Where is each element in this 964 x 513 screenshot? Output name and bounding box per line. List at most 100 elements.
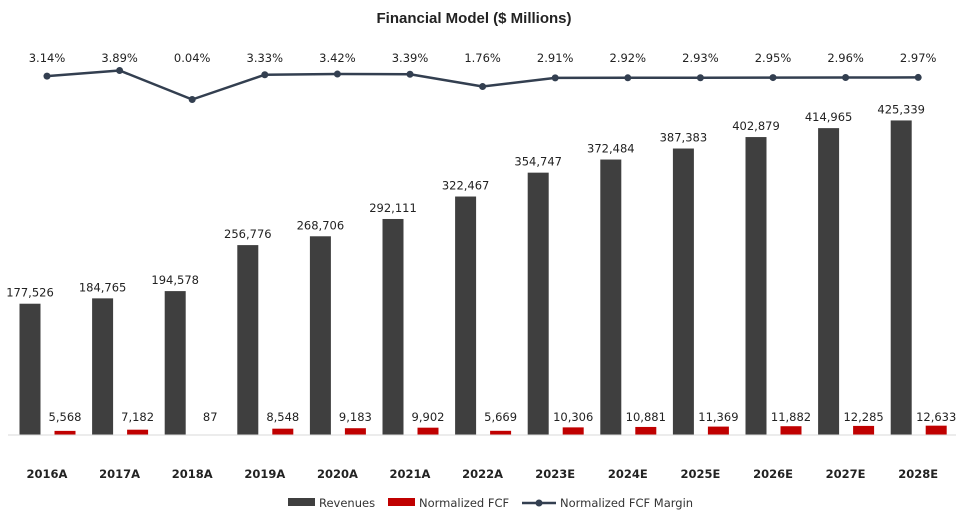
margin-data-label: 3.33% xyxy=(247,51,284,65)
margin-data-label: 0.04% xyxy=(174,51,211,65)
margin-data-label: 3.42% xyxy=(319,51,356,65)
margin-data-label: 3.89% xyxy=(101,51,138,65)
revenue-data-labels: 177,526 184,765 194,578 256,776 268,706 292,1… xyxy=(6,102,925,299)
fcf-bar xyxy=(127,429,149,435)
revenue-bar xyxy=(672,148,694,435)
margin-point xyxy=(261,71,269,79)
fcf-data-label: 8,548 xyxy=(266,410,299,424)
fcf-bar xyxy=(925,425,947,435)
legend-item-revenues: Revenues xyxy=(288,496,375,510)
legend-item-normalized-fcf-margin: Normalized FCF Margin xyxy=(522,496,693,510)
margin-point xyxy=(769,74,777,82)
fcf-data-label: 10,306 xyxy=(553,410,593,424)
x-tick-label: 2018A xyxy=(172,467,213,481)
revenue-bar xyxy=(455,196,477,435)
fcf-data-label: 12,633 xyxy=(916,410,956,424)
revenue-data-label: 292,111 xyxy=(369,201,417,215)
x-tick-label: 2026E xyxy=(753,467,793,481)
fcf-data-label: 5,568 xyxy=(49,410,82,424)
fcf-bar xyxy=(490,430,512,435)
revenue-data-label: 194,578 xyxy=(151,273,199,287)
revenue-bar xyxy=(19,303,41,435)
revenue-bar xyxy=(527,172,549,435)
revenue-data-label: 387,383 xyxy=(660,131,708,145)
x-tick-label: 2028E xyxy=(898,467,938,481)
fcf-bars xyxy=(54,425,947,435)
margin-data-label: 2.95% xyxy=(755,51,792,65)
margin-data-label: 3.39% xyxy=(392,51,429,65)
fcf-data-labels: 5,568 7,182 87 8,548 9,183 9,902 5,669 10,306 10… xyxy=(49,410,957,424)
margin-point xyxy=(551,74,559,82)
x-tick-label: 2019A xyxy=(244,467,285,481)
chart-title: Financial Model ($ Millions) xyxy=(376,10,571,27)
fcf-data-label: 9,902 xyxy=(412,410,445,424)
fcf-data-label: 12,285 xyxy=(843,410,883,424)
margin-point xyxy=(333,70,341,78)
fcf-bar xyxy=(562,427,584,435)
fcf-data-label: 10,881 xyxy=(626,410,666,424)
margin-line-series xyxy=(43,67,922,103)
legend-label-normalized-fcf-margin: Normalized FCF Margin xyxy=(560,496,693,510)
revenue-data-label: 402,879 xyxy=(732,119,780,133)
margin-point xyxy=(406,70,414,78)
revenue-bar xyxy=(818,128,840,436)
fcf-data-label: 11,369 xyxy=(698,410,738,424)
margin-data-label: 2.91% xyxy=(537,51,574,65)
fcf-bar xyxy=(417,427,439,435)
revenue-bar xyxy=(382,218,404,435)
margin-point xyxy=(914,73,922,81)
x-tick-label: 2022A xyxy=(462,467,503,481)
margin-data-label: 2.93% xyxy=(682,51,719,65)
revenue-bar xyxy=(890,120,912,436)
legend-marker-normalized-fcf-margin xyxy=(535,499,543,507)
margin-point xyxy=(624,74,632,82)
fcf-bar xyxy=(707,426,729,435)
revenue-data-label: 372,484 xyxy=(587,142,635,156)
revenue-data-label: 177,526 xyxy=(6,286,54,300)
legend: Revenues Normalized FCF Normalized FCF M… xyxy=(288,496,693,510)
fcf-data-label: 11,882 xyxy=(771,410,811,424)
fcf-bar xyxy=(54,430,76,435)
x-tick-label: 2017A xyxy=(99,467,140,481)
legend-label-normalized-fcf: Normalized FCF xyxy=(419,496,509,510)
revenue-data-label: 322,467 xyxy=(442,179,490,193)
revenue-bar xyxy=(164,291,186,435)
x-tick-label: 2025E xyxy=(680,467,720,481)
margin-point xyxy=(696,74,704,82)
revenue-bar xyxy=(309,236,331,435)
fcf-data-label: 87 xyxy=(203,410,218,424)
revenue-bars xyxy=(19,120,912,436)
margin-data-label: 1.76% xyxy=(464,51,501,65)
legend-item-normalized-fcf: Normalized FCF xyxy=(388,496,509,510)
legend-swatch-normalized-fcf xyxy=(388,498,415,506)
x-tick-label: 2020A xyxy=(317,467,358,481)
fcf-data-label: 7,182 xyxy=(121,410,154,424)
revenue-bar xyxy=(745,137,767,435)
revenue-data-label: 425,339 xyxy=(877,102,925,116)
margin-point xyxy=(188,96,196,103)
fcf-bar xyxy=(780,426,802,435)
fcf-data-label: 5,669 xyxy=(484,410,517,424)
fcf-bar xyxy=(344,428,366,435)
revenue-data-label: 256,776 xyxy=(224,227,272,241)
margin-data-label: 3.14% xyxy=(29,51,66,65)
margin-data-labels: 3.14% 3.89% 0.04% 3.33% 3.42% 3.39% 1.76% 2.91%… xyxy=(29,51,937,65)
fcf-data-label: 9,183 xyxy=(339,410,372,424)
margin-data-label: 2.92% xyxy=(610,51,647,65)
margin-point xyxy=(43,72,51,80)
x-tick-label: 2024E xyxy=(608,467,648,481)
legend-swatch-revenues xyxy=(288,498,315,506)
x-tick-label: 2021A xyxy=(390,467,431,481)
revenue-data-label: 268,706 xyxy=(297,218,345,232)
fcf-bar xyxy=(853,425,875,435)
revenue-data-label: 354,747 xyxy=(514,155,562,169)
revenue-data-label: 414,965 xyxy=(805,110,853,124)
margin-point xyxy=(842,74,850,82)
revenue-bar xyxy=(92,298,114,435)
fcf-bar xyxy=(272,428,294,435)
margin-data-label: 2.97% xyxy=(900,51,937,65)
margin-point xyxy=(479,83,487,91)
x-tick-label: 2016A xyxy=(27,467,68,481)
legend-label-revenues: Revenues xyxy=(319,496,375,510)
